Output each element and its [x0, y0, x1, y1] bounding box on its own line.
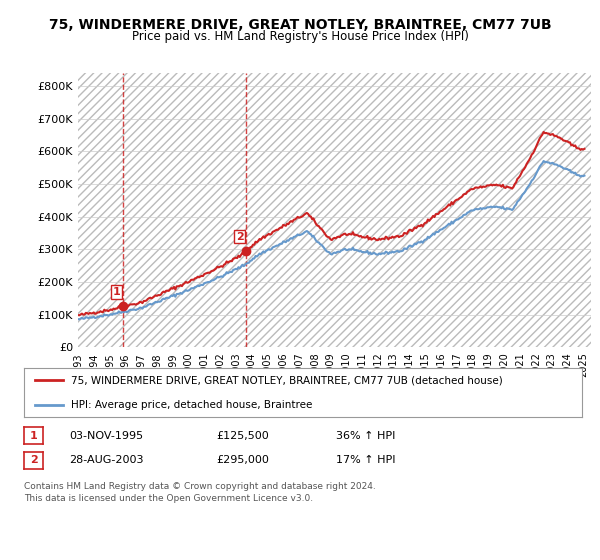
Text: 28-AUG-2003: 28-AUG-2003: [69, 455, 143, 465]
Text: 1: 1: [30, 431, 37, 441]
Text: Contains HM Land Registry data © Crown copyright and database right 2024.: Contains HM Land Registry data © Crown c…: [24, 482, 376, 491]
Text: 17% ↑ HPI: 17% ↑ HPI: [336, 455, 395, 465]
Text: 75, WINDERMERE DRIVE, GREAT NOTLEY, BRAINTREE, CM77 7UB (detached house): 75, WINDERMERE DRIVE, GREAT NOTLEY, BRAI…: [71, 375, 503, 385]
Text: £125,500: £125,500: [216, 431, 269, 441]
Text: 2: 2: [236, 232, 244, 242]
Text: 75, WINDERMERE DRIVE, GREAT NOTLEY, BRAINTREE, CM77 7UB: 75, WINDERMERE DRIVE, GREAT NOTLEY, BRAI…: [49, 18, 551, 32]
Text: 36% ↑ HPI: 36% ↑ HPI: [336, 431, 395, 441]
Text: 2: 2: [30, 455, 37, 465]
Text: Price paid vs. HM Land Registry's House Price Index (HPI): Price paid vs. HM Land Registry's House …: [131, 30, 469, 43]
Text: HPI: Average price, detached house, Braintree: HPI: Average price, detached house, Brai…: [71, 400, 313, 410]
Text: 1: 1: [113, 287, 121, 297]
Text: £295,000: £295,000: [216, 455, 269, 465]
Text: 03-NOV-1995: 03-NOV-1995: [69, 431, 143, 441]
Text: This data is licensed under the Open Government Licence v3.0.: This data is licensed under the Open Gov…: [24, 494, 313, 503]
